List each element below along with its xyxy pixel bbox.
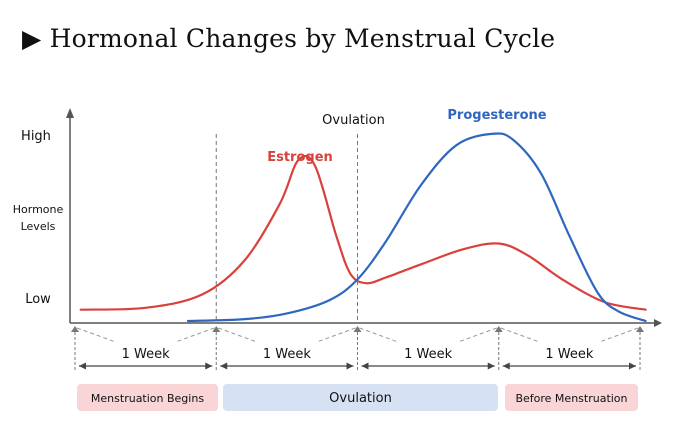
week-label-1: 1 Week [263,347,311,362]
week-tick-0 [71,326,79,332]
y-axis-label-line1: Hormone [13,203,64,216]
series-label-estrogen: Estrogen [267,150,333,165]
series-line-progesterone [186,132,647,323]
week-span-arrow-left-icon-0 [79,362,86,370]
week-label-bg-2 [395,344,462,362]
week-brace-right-0 [175,327,215,343]
phase-label-0: Menstruation Begins [91,392,204,405]
week-tick-3 [494,326,503,332]
week-span-arrow-right-icon-1 [346,362,354,370]
week-brace-left-3 [500,327,540,343]
week-span-arrow-left-icon-1 [220,362,228,370]
week-tick-1 [212,326,221,332]
week-brace-left-1 [218,327,258,343]
week-label-3: 1 Week [545,347,593,362]
week-brace-right-1 [316,327,356,343]
chart-title: ▶ Hormonal Changes by Menstrual Cycle [22,24,555,53]
y-axis-label-line2: Levels [21,220,56,233]
phase-box-0 [77,384,218,411]
phase-label-2: Before Menstruation [515,392,627,405]
week-span-arrow-right-icon-0 [205,362,213,370]
y-tick-high: High [21,129,51,144]
series-line-estrogen [79,154,647,311]
title-text: Hormonal Changes by Menstrual Cycle [49,24,556,53]
week-brace-left-0 [76,327,116,343]
week-tick-2 [353,326,362,332]
week-label-0: 1 Week [122,347,170,362]
week-span-arrow-right-icon-2 [487,362,495,370]
week-label-bg-0 [112,344,179,362]
series-label-progesterone: Progesterone [447,108,546,123]
x-axis-arrow-icon [654,319,662,327]
phase-box-1 [223,384,498,411]
phase-box-2 [505,384,638,411]
week-brace-right-3 [599,327,639,343]
week-brace-right-2 [457,327,497,343]
phase-label-1: Ovulation [329,391,392,406]
week-label-2: 1 Week [404,347,452,362]
week-span-arrow-left-icon-2 [361,362,369,370]
week-label-bg-1 [253,344,320,362]
week-brace-left-2 [359,327,399,343]
week-span-arrow-right-icon-3 [629,362,636,370]
y-axis-arrow-icon [66,108,74,118]
week-span-arrow-left-icon-3 [502,362,510,370]
y-tick-low: Low [25,292,51,307]
ovulation-annotation: Ovulation [322,113,385,128]
week-label-bg-3 [536,344,603,362]
title-marker-icon: ▶ [22,24,42,53]
week-tick-4 [636,326,644,332]
